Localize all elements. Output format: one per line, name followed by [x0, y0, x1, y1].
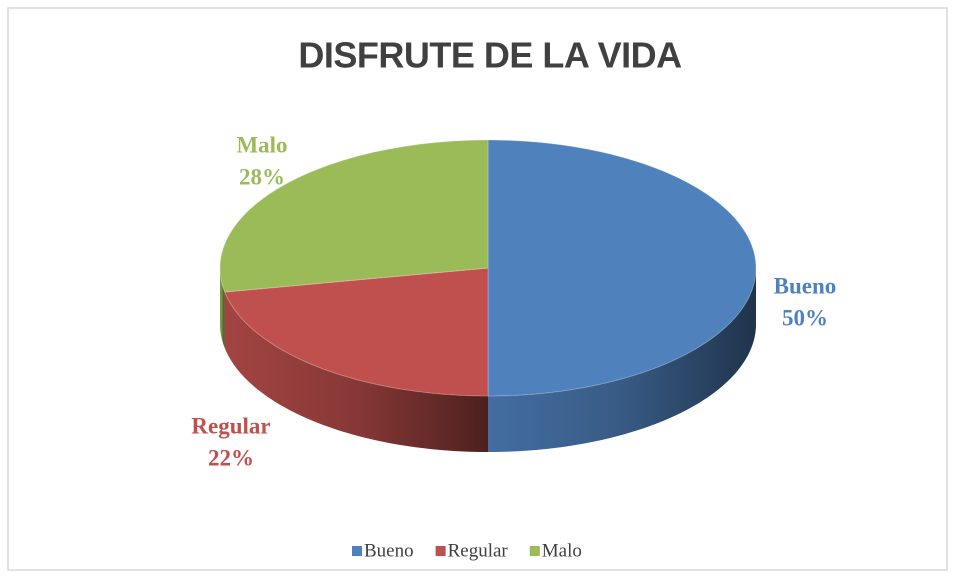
pie [219, 139, 757, 452]
legend-swatch [352, 546, 362, 556]
slice-side-shade [224, 291, 488, 452]
data-label-value: 50% [782, 305, 828, 330]
data-label-value: 28% [239, 164, 285, 189]
labels: Bueno 50% Regular 22% Malo 28% [191, 132, 836, 470]
data-label-name: Bueno [774, 273, 837, 298]
legend-label: Regular [448, 540, 509, 561]
chart-title: DISFRUTE DE LA VIDA [298, 35, 682, 76]
data-label-value: 22% [208, 445, 254, 470]
slice [219, 139, 489, 293]
legend-label: Malo [542, 540, 582, 561]
legend-label: Bueno [364, 540, 414, 561]
legend-swatch [529, 546, 540, 556]
slice [224, 267, 489, 397]
legend-swatch [435, 546, 446, 556]
slice [487, 139, 757, 397]
data-label-name: Malo [236, 132, 287, 157]
data-label-name: Regular [191, 413, 270, 438]
slice-side-shade [220, 268, 225, 348]
slice-side-shade [488, 268, 756, 452]
legend: Bueno Regular Malo [352, 540, 582, 561]
